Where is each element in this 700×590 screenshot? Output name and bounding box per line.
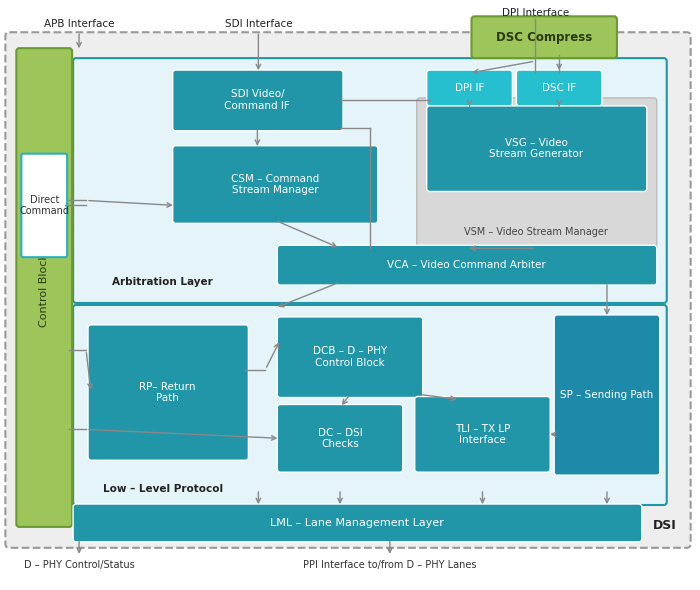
- Text: VCA – Video Command Arbiter: VCA – Video Command Arbiter: [387, 260, 546, 270]
- FancyBboxPatch shape: [173, 70, 343, 131]
- Text: Direct
Command: Direct Command: [19, 195, 69, 216]
- Text: Arbitration Layer: Arbitration Layer: [113, 277, 213, 287]
- Text: SP – Sending Path: SP – Sending Path: [561, 389, 654, 399]
- FancyBboxPatch shape: [517, 70, 602, 106]
- Text: DPI Interface: DPI Interface: [502, 8, 569, 18]
- Text: PPI Interface to/from D – PHY Lanes: PPI Interface to/from D – PHY Lanes: [303, 560, 477, 570]
- FancyBboxPatch shape: [414, 396, 550, 472]
- Text: DSC IF: DSC IF: [542, 83, 576, 93]
- Text: Control Block: Control Block: [39, 253, 49, 327]
- FancyBboxPatch shape: [73, 58, 666, 303]
- FancyBboxPatch shape: [16, 48, 72, 527]
- Text: APB Interface: APB Interface: [44, 19, 114, 30]
- FancyBboxPatch shape: [277, 245, 657, 285]
- FancyBboxPatch shape: [173, 146, 378, 224]
- Text: SDI Interface: SDI Interface: [225, 19, 292, 30]
- Text: VSM – Video Stream Manager: VSM – Video Stream Manager: [464, 227, 608, 237]
- Text: RP– Return
Path: RP– Return Path: [139, 382, 196, 404]
- Text: VSG – Video
Stream Generator: VSG – Video Stream Generator: [489, 138, 583, 159]
- FancyBboxPatch shape: [88, 325, 248, 460]
- Text: LML – Lane Management Layer: LML – Lane Management Layer: [270, 518, 444, 528]
- Text: D – PHY Control/Status: D – PHY Control/Status: [24, 560, 134, 570]
- Text: DCB – D – PHY
Control Block: DCB – D – PHY Control Block: [313, 346, 387, 368]
- FancyBboxPatch shape: [472, 17, 617, 58]
- FancyBboxPatch shape: [554, 315, 660, 475]
- FancyBboxPatch shape: [277, 317, 423, 398]
- Text: TLI – TX LP
Interface: TLI – TX LP Interface: [455, 424, 510, 445]
- Text: DSC Compress: DSC Compress: [496, 31, 592, 44]
- Text: DC – DSI
Checks: DC – DSI Checks: [318, 428, 363, 449]
- Text: CSM – Command
Stream Manager: CSM – Command Stream Manager: [231, 173, 319, 195]
- Text: DSI: DSI: [653, 519, 677, 532]
- FancyBboxPatch shape: [427, 106, 647, 192]
- FancyBboxPatch shape: [427, 70, 512, 106]
- FancyBboxPatch shape: [277, 405, 402, 472]
- FancyBboxPatch shape: [416, 98, 657, 251]
- Text: Low – Level Protocol: Low – Level Protocol: [103, 484, 223, 494]
- FancyBboxPatch shape: [6, 32, 691, 548]
- Text: SDI Video/
Command IF: SDI Video/ Command IF: [225, 89, 290, 111]
- FancyBboxPatch shape: [73, 305, 666, 505]
- FancyBboxPatch shape: [21, 153, 67, 257]
- FancyBboxPatch shape: [73, 504, 642, 542]
- Text: DPI IF: DPI IF: [455, 83, 484, 93]
